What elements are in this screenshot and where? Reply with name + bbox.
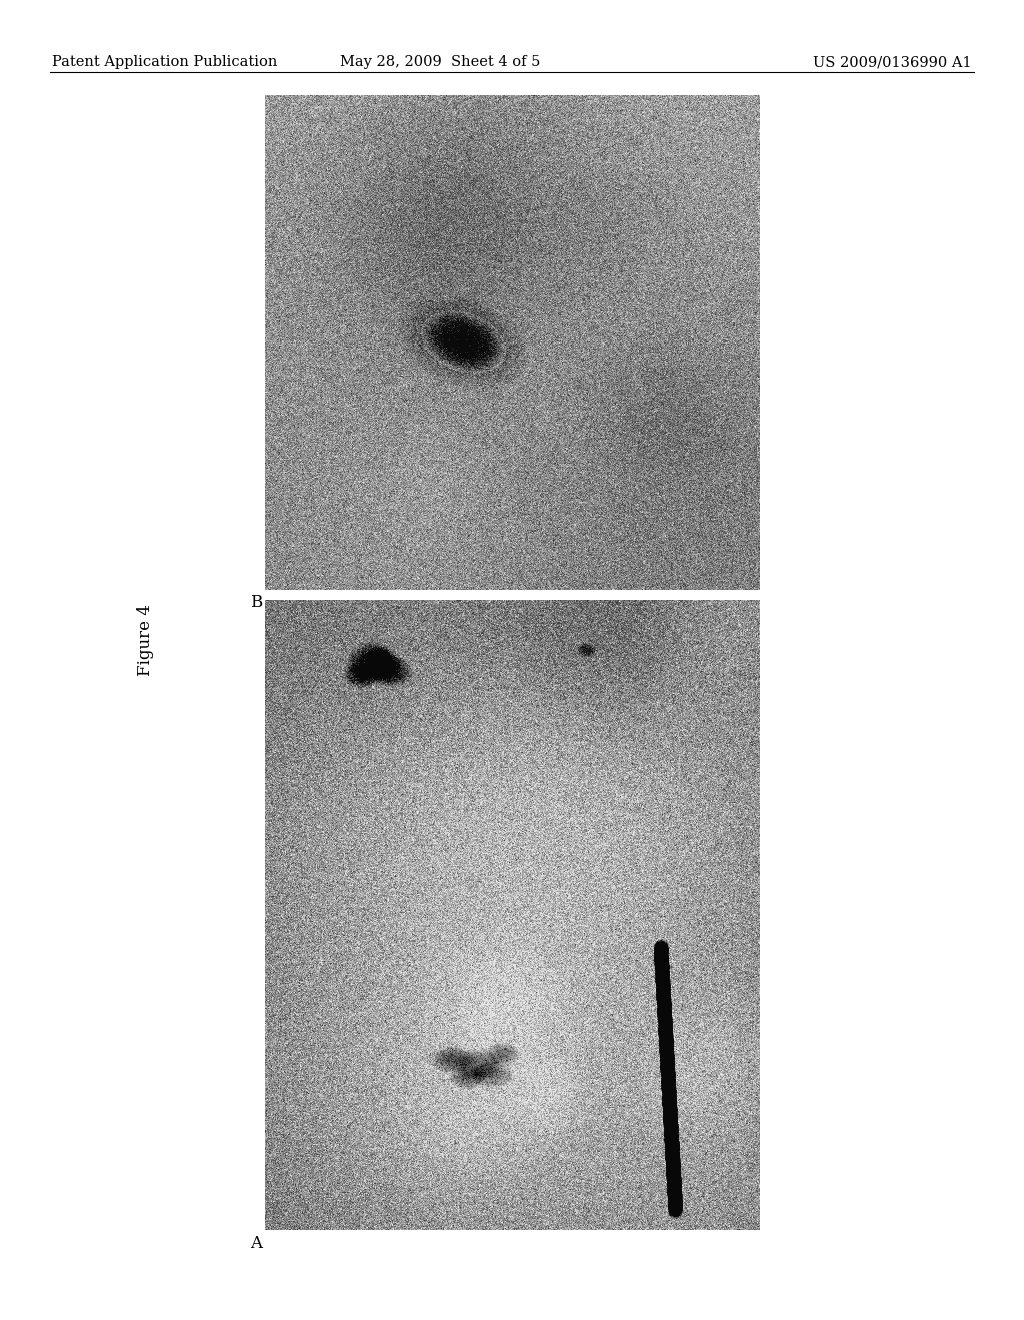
Text: US 2009/0136990 A1: US 2009/0136990 A1 (813, 55, 972, 69)
Text: B: B (250, 594, 262, 611)
Text: Figure 4: Figure 4 (136, 605, 154, 676)
Text: Patent Application Publication: Patent Application Publication (52, 55, 278, 69)
Text: May 28, 2009  Sheet 4 of 5: May 28, 2009 Sheet 4 of 5 (340, 55, 541, 69)
Text: A: A (250, 1236, 262, 1251)
